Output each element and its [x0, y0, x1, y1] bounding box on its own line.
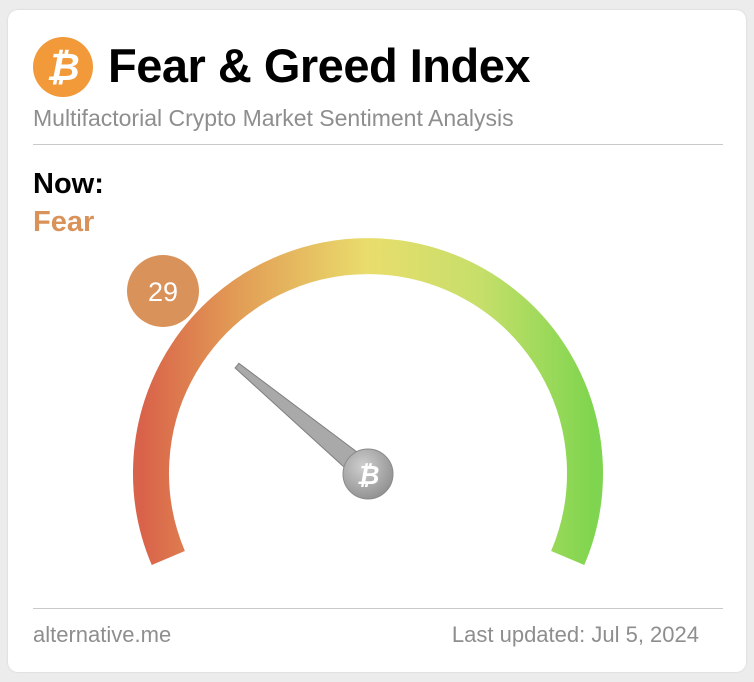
value-badge-text: 29: [148, 277, 178, 307]
gauge-arc: [133, 238, 603, 566]
page-subtitle: Multifactorial Crypto Market Sentiment A…: [33, 105, 514, 131]
svg-text:₿: ₿: [46, 45, 79, 89]
source-link[interactable]: alternative.me: [33, 622, 172, 647]
fear-greed-card: ₿ Fear & Greed Index Multifactorial Cryp…: [8, 10, 746, 672]
sentiment-gauge: ₿ 29: [127, 238, 603, 566]
needle-hub-bitcoin-icon: ₿: [357, 461, 380, 491]
value-badge: [127, 255, 199, 327]
footer-divider: [33, 608, 723, 609]
needle-hub: [342, 448, 394, 500]
header-divider: [33, 144, 723, 145]
sentiment-classification: Fear: [33, 206, 95, 238]
page-title: Fear & Greed Index: [108, 39, 531, 92]
last-updated: Last updated: Jul 5, 2024: [451, 622, 699, 647]
now-label: Now:: [33, 168, 104, 200]
bitcoin-logo-icon: ₿: [33, 37, 93, 97]
